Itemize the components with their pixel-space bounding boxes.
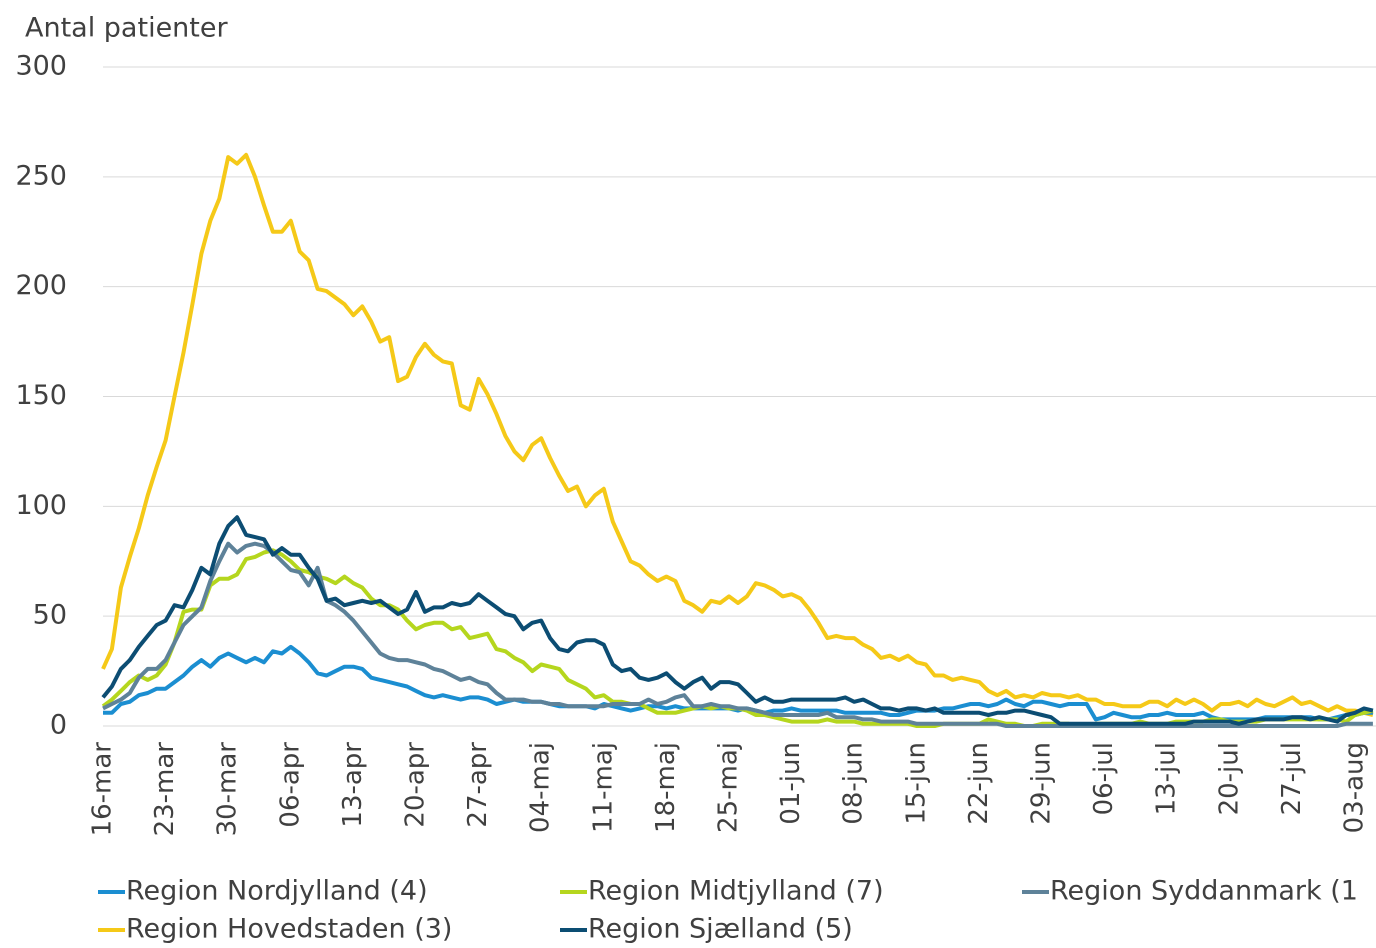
- y-tick-label: 50: [33, 600, 67, 631]
- series-line: [101, 548, 1374, 728]
- y-axis-title: Antal patienter: [25, 13, 228, 44]
- legend-label: Region Syddanmark (1: [1050, 876, 1358, 907]
- x-tick-label: 23-mar: [150, 742, 180, 837]
- x-tick-label: 03-aug: [1340, 742, 1370, 833]
- x-tick-label: 13-jul: [1152, 742, 1182, 815]
- x-tick-label: 27-jul: [1277, 742, 1307, 815]
- x-tick-label: 16-mar: [88, 742, 118, 837]
- series-line: [101, 152, 1374, 717]
- x-tick-label: 30-mar: [213, 742, 243, 837]
- series-line: [103, 644, 1373, 722]
- y-tick-label: 100: [15, 490, 67, 521]
- x-tick-label: 15-jun: [901, 742, 931, 825]
- y-tick-label: 200: [15, 270, 67, 301]
- legend-label: Region Nordjylland (4): [126, 876, 428, 907]
- x-tick-label: 22-jun: [964, 742, 994, 825]
- legend-label: Region Hovedstaden (3): [126, 914, 452, 945]
- x-tick-label: 01-jun: [776, 742, 806, 825]
- y-tick-label: 150: [15, 380, 67, 411]
- series-line: [101, 515, 1374, 726]
- x-tick-label: 06-jul: [1089, 742, 1119, 815]
- x-tick-label: 20-jul: [1214, 742, 1244, 815]
- y-tick-label: 250: [15, 160, 67, 191]
- x-tick-label: 25-maj: [714, 742, 744, 833]
- x-tick-label: 11-maj: [588, 742, 618, 833]
- y-tick-label: 0: [50, 710, 67, 741]
- x-tick-label: 08-jun: [839, 742, 869, 825]
- legend-label: Region Midtjylland (7): [588, 876, 884, 907]
- legend-label: Region Sjælland (5): [588, 914, 853, 945]
- x-tick-label: 27-apr: [463, 742, 493, 828]
- x-tick-label: 04-maj: [526, 742, 556, 833]
- series-line: [102, 541, 1373, 728]
- y-tick-label: 300: [15, 51, 67, 82]
- x-tick-label: 06-apr: [275, 742, 305, 828]
- x-tick-label: 18-maj: [651, 742, 681, 833]
- x-tick-label: 29-jun: [1027, 742, 1057, 825]
- x-tick-label: 13-apr: [338, 742, 368, 828]
- x-tick-label: 20-apr: [401, 742, 431, 828]
